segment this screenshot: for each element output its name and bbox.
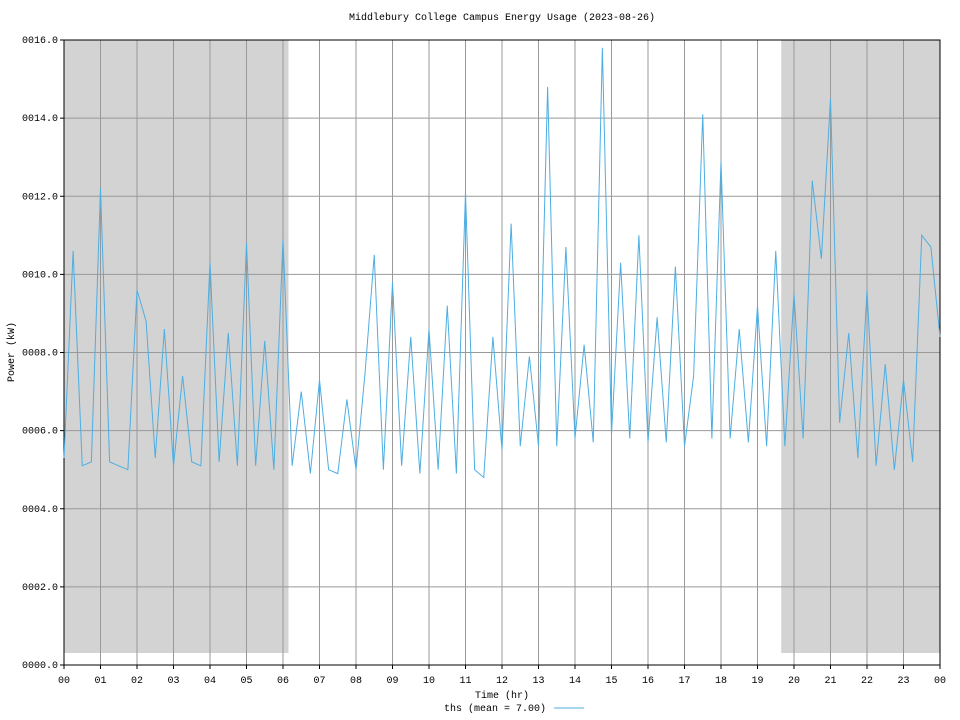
x-tick-label: 03 (167, 676, 179, 687)
y-tick-label: 0012.0 (22, 192, 58, 203)
x-tick-label: 19 (751, 676, 763, 687)
x-tick-label: 00 (58, 676, 70, 687)
x-tick-label: 07 (313, 676, 325, 687)
x-tick-label: 05 (240, 676, 252, 687)
x-tick-label: 12 (496, 676, 508, 687)
plot-frame (63, 39, 941, 666)
x-tick-label: 06 (277, 676, 289, 687)
y-tick-label: 0004.0 (22, 505, 58, 516)
x-tick-label: 02 (131, 676, 143, 687)
x-tick-label: 09 (386, 676, 398, 687)
x-tick-label: 08 (350, 676, 362, 687)
shaded-region (781, 40, 940, 653)
x-tick-label: 18 (715, 676, 727, 687)
x-tick-label: 04 (204, 676, 216, 687)
x-tick-label: 00 (934, 676, 946, 687)
y-tick-label: 0008.0 (22, 349, 58, 360)
x-tick-label: 16 (642, 676, 654, 687)
x-tick-label: 01 (94, 676, 106, 687)
y-tick-label: 0006.0 (22, 427, 58, 438)
data-line (63, 47, 941, 479)
x-tick-label: 13 (532, 676, 544, 687)
shaded-region (64, 40, 289, 653)
x-tick-label: 21 (824, 676, 836, 687)
x-tick-label: 15 (605, 676, 617, 687)
legend-label: ths (mean = 7.00) (444, 703, 546, 715)
x-tick-label: 23 (897, 676, 909, 687)
x-axis-label: Time (hr) (475, 690, 529, 702)
y-axis-label: Power (kW) (6, 322, 18, 382)
x-tick-label: 11 (459, 676, 471, 687)
x-tick-label: 22 (861, 676, 873, 687)
x-tick-label: 20 (788, 676, 800, 687)
y-tick-label: 0014.0 (22, 114, 58, 125)
y-tick-label: 0010.0 (22, 270, 58, 281)
x-tick-label: 17 (678, 676, 690, 687)
chart-title: Middlebury College Campus Energy Usage (… (349, 12, 655, 24)
y-tick-label: 0000.0 (22, 661, 58, 672)
y-tick-label: 0016.0 (22, 36, 58, 47)
y-tick-label: 0002.0 (22, 583, 58, 594)
x-tick-label: 14 (569, 676, 581, 687)
x-tick-label: 10 (423, 676, 435, 687)
